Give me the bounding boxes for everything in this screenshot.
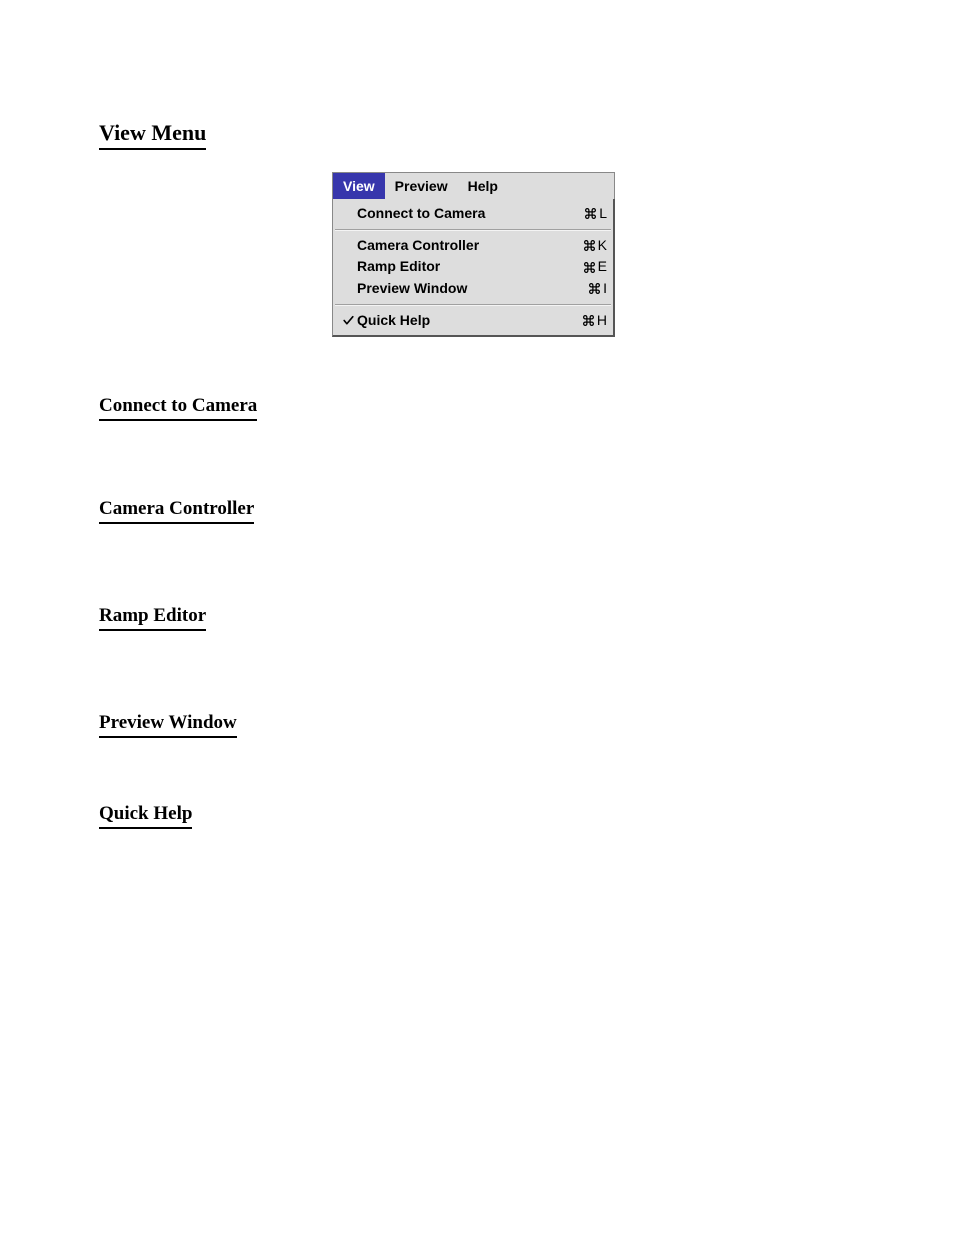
menubar-tab-help[interactable]: Help: [458, 173, 508, 199]
menu-item-preview-window[interactable]: Preview Window I: [339, 278, 607, 300]
menu-item-connect-to-camera[interactable]: Connect to Camera L: [339, 203, 607, 225]
menu-group: Camera Controller K: [333, 231, 613, 304]
page: View Menu View Preview Help Connect to C…: [0, 0, 954, 1235]
menubar-tab-view[interactable]: View: [333, 173, 385, 199]
menu-item-shortcut: I: [578, 278, 607, 300]
menu-item-label: Preview Window: [357, 278, 578, 300]
shortcut-key: L: [599, 203, 607, 225]
menu-item-label: Camera Controller: [357, 235, 573, 257]
command-icon: [588, 282, 601, 295]
checkmark-icon: [339, 314, 357, 327]
menu-item-shortcut: L: [574, 203, 607, 225]
menu-item-shortcut: K: [573, 235, 607, 257]
menubar-tab-label: Preview: [395, 178, 448, 194]
shortcut-key: K: [598, 235, 607, 257]
command-icon: [583, 239, 596, 252]
menu-item-quick-help[interactable]: Quick Help H: [339, 310, 607, 332]
menu-item-camera-controller[interactable]: Camera Controller K: [339, 235, 607, 257]
menu-group: Connect to Camera L: [333, 199, 613, 229]
menubar-tab-preview[interactable]: Preview: [385, 173, 458, 199]
menubar-tab-label: View: [343, 178, 375, 194]
section-title-connect-to-camera: Connect to Camera: [99, 395, 257, 421]
shortcut-key: H: [597, 310, 607, 332]
shortcut-key: I: [603, 278, 607, 300]
menubar: View Preview Help: [332, 172, 615, 199]
view-menu-screenshot: View Preview Help Connect to Camera: [332, 172, 615, 337]
menu-item-ramp-editor[interactable]: Ramp Editor E: [339, 256, 607, 278]
section-title-ramp-editor: Ramp Editor: [99, 605, 206, 631]
menu-group: Quick Help H: [333, 306, 613, 336]
menu-item-label: Ramp Editor: [357, 256, 573, 278]
command-icon: [583, 261, 596, 274]
dropdown-menu: Connect to Camera L: [332, 199, 615, 337]
menu-item-label: Quick Help: [357, 310, 572, 332]
command-icon: [582, 314, 595, 327]
command-icon: [584, 207, 597, 220]
shortcut-key: E: [598, 256, 607, 278]
section-title-quick-help: Quick Help: [99, 803, 192, 829]
menu-item-label: Connect to Camera: [357, 203, 574, 225]
section-title-view-menu: View Menu: [99, 120, 206, 150]
section-title-preview-window: Preview Window: [99, 712, 237, 738]
menu-item-shortcut: H: [572, 310, 607, 332]
section-title-camera-controller: Camera Controller: [99, 498, 254, 524]
menubar-tab-label: Help: [468, 178, 498, 194]
menu-item-shortcut: E: [573, 256, 607, 278]
